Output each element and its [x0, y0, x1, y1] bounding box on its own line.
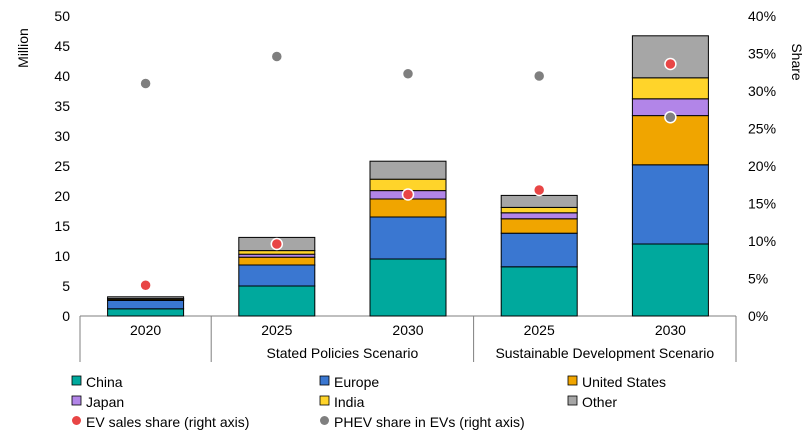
legend-swatch — [71, 395, 82, 406]
legend-item: United States — [567, 374, 666, 390]
legend-swatch — [567, 395, 578, 406]
legend-item: Japan — [71, 394, 124, 410]
y2-tick-label: 40% — [748, 8, 776, 24]
category-labels: 2020 2025 2030 2025 2030 Stated Policies Scen… — [79, 316, 737, 362]
y-tick-label: 30 — [54, 128, 70, 144]
y-tick-label: 25 — [54, 158, 70, 174]
bar-segment-india — [631, 77, 709, 100]
y2-tick-label: 25% — [748, 121, 776, 137]
legend-label: China — [86, 374, 123, 390]
bar-segment-china — [369, 258, 447, 317]
bar-segment-europe — [369, 216, 447, 260]
y-tick-label: 5 — [62, 278, 70, 294]
ev-sales-share-point — [664, 57, 677, 71]
y2-axis-label: Share — [789, 43, 805, 81]
legend-label: Japan — [86, 394, 124, 410]
y2-tick-label: 35% — [748, 46, 776, 62]
x-tick-label: 2025 — [524, 322, 555, 338]
y-tick-label: 15 — [54, 218, 70, 234]
x-tick-label: 2020 — [130, 322, 161, 338]
bar-segment-china — [238, 285, 316, 317]
y2-tick-label: 30% — [748, 83, 776, 99]
legend-swatch — [71, 375, 82, 386]
legend: China Europe United States Japan India Other E… — [71, 374, 666, 430]
bar-segment-other — [369, 160, 447, 180]
bar-segment-europe — [238, 264, 316, 287]
phev-share-point — [139, 77, 152, 90]
legend-swatch — [567, 375, 578, 386]
legend-label: India — [334, 394, 365, 410]
y2-tick-label: 15% — [748, 196, 776, 212]
legend-swatch — [319, 375, 330, 386]
y2-tick-label: 0% — [748, 308, 768, 324]
bar-segment-europe — [107, 299, 185, 310]
scenario-label: Sustainable Development Scenario — [495, 345, 714, 361]
bar-segment-india — [500, 206, 578, 214]
bar-segment-india — [238, 250, 316, 255]
y-tick-label: 35 — [54, 98, 70, 114]
y-axis-label: Million — [15, 28, 31, 68]
bar-segment-united-states — [500, 218, 578, 234]
bar-segment-other — [631, 35, 709, 79]
phev-share-point — [532, 69, 546, 83]
legend-swatch — [319, 395, 330, 406]
y-tick-label: 40 — [54, 68, 70, 84]
scenario-label: Stated Policies Scenario — [267, 345, 419, 361]
y2-tick-label: 10% — [748, 233, 776, 249]
x-tick-label: 2025 — [261, 322, 292, 338]
ev-sales-share-point — [401, 188, 415, 201]
y-tick-label: 45 — [54, 38, 70, 54]
x-tick-label: 2030 — [655, 322, 686, 338]
legend-item: PHEV share in EVs (right axis) — [320, 414, 525, 430]
legend-swatch — [72, 416, 81, 425]
phev-share-point — [401, 67, 415, 80]
legend-item: EV sales share (right axis) — [72, 414, 249, 430]
y-tick-label: 50 — [54, 8, 70, 24]
ev-sales-share-point — [139, 279, 152, 292]
legend-item: Other — [567, 394, 617, 410]
axes: 0 5 10 15 20 25 30 35 40 45 50 0% 5% 10% 15% 20% 25% 30% 3… — [54, 8, 776, 324]
bar-segment-china — [500, 266, 578, 317]
bar-segment-united-states — [238, 256, 316, 266]
bar-segment-china — [107, 308, 185, 317]
legend-swatch — [320, 416, 329, 425]
bar-segment-japan — [500, 212, 578, 220]
bar-segment-united-states — [631, 115, 709, 166]
legend-label: Europe — [334, 374, 379, 390]
legend-label: Other — [582, 394, 617, 410]
y-tick-label: 0 — [62, 308, 70, 324]
bar-segment-europe — [500, 232, 578, 268]
bar-segment-other — [107, 296, 185, 300]
phev-share-point — [664, 111, 677, 124]
bar-segment-united-states — [369, 198, 447, 218]
bars — [107, 35, 709, 317]
y-tick-label: 20 — [54, 188, 70, 204]
legend-item: India — [319, 394, 365, 410]
bar-segment-other — [500, 194, 578, 208]
x-tick-label: 2030 — [392, 322, 423, 338]
phev-share-point — [270, 50, 284, 63]
y-tick-label: 10 — [54, 248, 70, 264]
ev-sales-share-point — [532, 183, 546, 197]
legend-item: Europe — [319, 374, 379, 390]
share-points — [139, 50, 677, 292]
legend-label: EV sales share (right axis) — [86, 414, 249, 430]
legend-label: United States — [582, 374, 666, 390]
legend-item: China — [71, 374, 123, 390]
bar-segment-europe — [631, 164, 709, 245]
bar-segment-china — [631, 243, 709, 317]
legend-label: PHEV share in EVs (right axis) — [334, 414, 525, 430]
y2-tick-label: 20% — [748, 158, 776, 174]
ev-sales-share-point — [270, 237, 284, 251]
y2-tick-label: 5% — [748, 271, 768, 287]
